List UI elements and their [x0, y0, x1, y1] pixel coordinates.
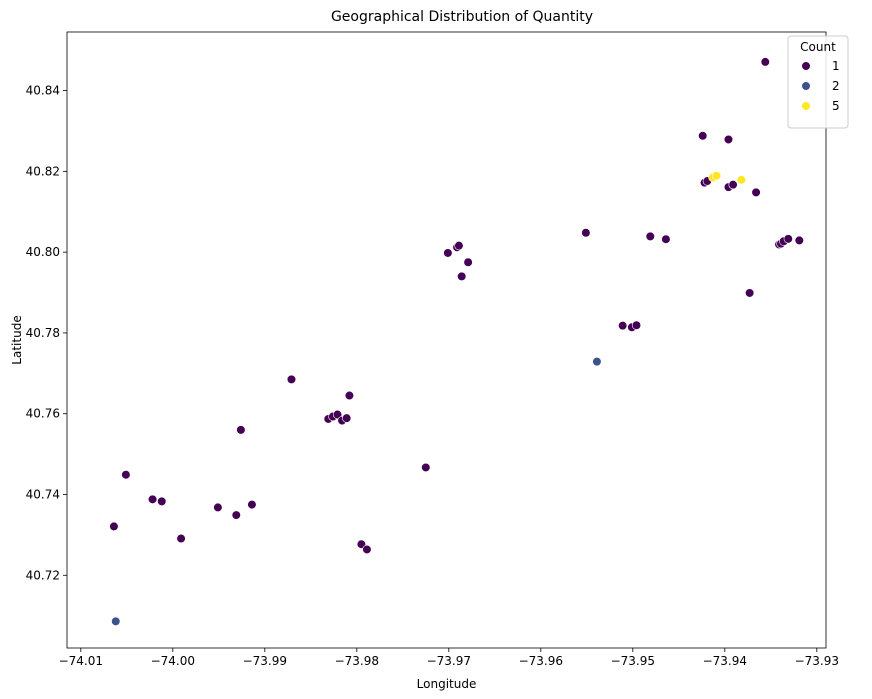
- y-axis-label: Latitude: [10, 315, 24, 364]
- data-point: [751, 187, 761, 197]
- data-point: [581, 228, 591, 238]
- data-point: [286, 374, 297, 384]
- data-point: [109, 521, 119, 532]
- data-point: [783, 234, 793, 244]
- data-point: [147, 494, 158, 504]
- y-tick-label: 40.72: [26, 568, 60, 582]
- data-point: [661, 234, 671, 244]
- x-tick-label: −73.97: [427, 654, 471, 668]
- data-point: [121, 470, 131, 480]
- data-point: [457, 271, 467, 281]
- data-point: [111, 616, 121, 626]
- data-point: [760, 57, 770, 67]
- legend-marker: [801, 101, 811, 111]
- x-axis: −74.01 −74.00 −73.99 −73.98 −73.97 −73.96 −73.…: [59, 648, 839, 668]
- y-tick-label: 40.82: [26, 164, 60, 178]
- data-point: [592, 357, 602, 367]
- y-axis: 40.72 40.74 40.76 40.78 40.80 40.82 40.84: [26, 84, 67, 582]
- data-point: [344, 390, 355, 401]
- legend-title: Count: [800, 40, 836, 54]
- data-point: [231, 510, 241, 520]
- legend-marker: [801, 81, 811, 91]
- legend-label: 1: [832, 59, 840, 73]
- x-tick-label: −73.98: [335, 654, 379, 668]
- data-point: [421, 462, 431, 473]
- data-point: [443, 248, 453, 258]
- data-point: [362, 544, 372, 555]
- data-point: [645, 231, 655, 241]
- data-point: [711, 171, 722, 181]
- y-tick-label: 40.84: [26, 84, 60, 98]
- data-point: [736, 175, 746, 185]
- y-tick-label: 40.76: [26, 407, 60, 421]
- y-tick-label: 40.74: [26, 488, 60, 502]
- legend-label: 2: [832, 79, 840, 93]
- chart-title: Geographical Distribution of Quantity: [331, 9, 593, 25]
- data-point: [332, 409, 343, 420]
- data-point: [247, 500, 257, 510]
- legend: Count 1 2 5: [787, 35, 849, 129]
- data-point: [794, 235, 804, 246]
- data-point: [213, 502, 223, 513]
- data-point: [723, 134, 734, 145]
- x-tick-label: −73.93: [795, 654, 839, 668]
- y-tick-label: 40.80: [26, 245, 60, 259]
- data-point: [631, 320, 642, 330]
- x-tick-label: −73.99: [243, 654, 287, 668]
- data-point: [454, 241, 464, 251]
- x-tick-label: −73.96: [519, 654, 563, 668]
- x-tick-label: −74.00: [151, 654, 195, 668]
- data-point: [698, 131, 708, 141]
- data-point: [463, 257, 473, 267]
- data-point: [157, 496, 167, 506]
- x-axis-label: Longitude: [417, 677, 477, 691]
- data-point: [342, 413, 352, 423]
- y-tick-label: 40.78: [26, 326, 60, 340]
- x-tick-label: −73.94: [703, 654, 747, 668]
- data-point: [728, 180, 738, 190]
- x-tick-label: −74.01: [59, 654, 103, 668]
- data-point: [745, 288, 755, 298]
- legend-label: 5: [832, 99, 840, 113]
- data-point: [176, 533, 186, 544]
- x-tick-label: −73.95: [611, 654, 655, 668]
- plot-frame: [66, 31, 827, 649]
- legend-marker: [801, 61, 811, 71]
- data-point: [618, 321, 628, 331]
- plot-area: [109, 57, 804, 626]
- data-point: [236, 425, 246, 435]
